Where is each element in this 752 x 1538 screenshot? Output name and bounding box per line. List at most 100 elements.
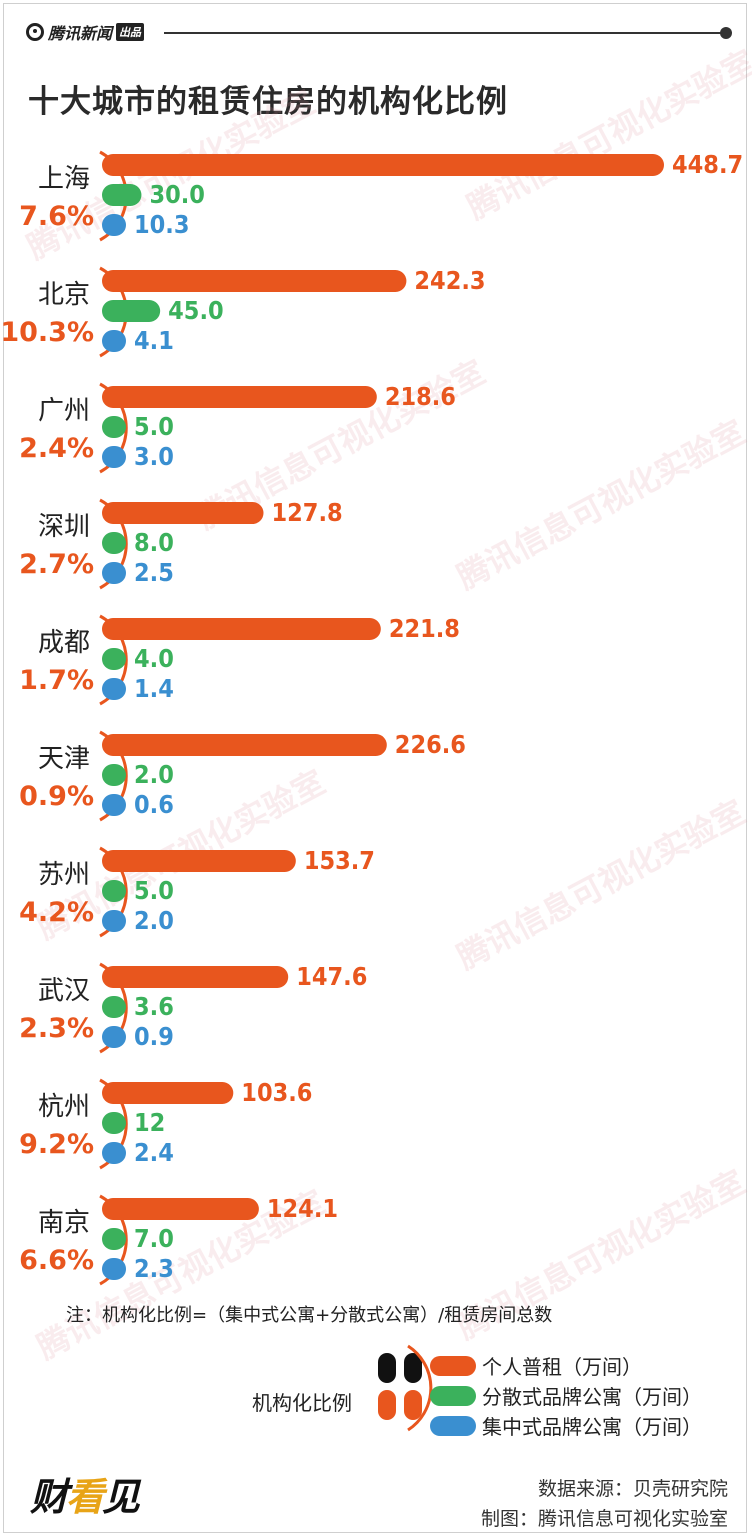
header-bar: 腾讯新闻 出品 [26, 18, 736, 46]
bar-value-label: 2.0 [134, 906, 174, 935]
bar-centralized [102, 330, 126, 352]
chart-note: 注：机构化比例=（集中式公寓+分散式公寓）/租赁房间总数 [66, 1305, 553, 1326]
chart-title: 十大城市的租赁住房的机构化比例 [28, 84, 508, 120]
brand-icon [26, 23, 44, 41]
legend-pill-orange [404, 1390, 422, 1420]
bar-value-label: 147.6 [296, 962, 367, 991]
bar-value-label: 4.1 [134, 326, 174, 355]
bar-centralized [102, 562, 126, 584]
bar-value-label: 2.0 [134, 760, 174, 789]
bar-value-label: 10.3 [134, 210, 190, 239]
bar-individual [102, 154, 664, 176]
bar-scattered [102, 184, 142, 206]
city-label: 深圳 [38, 512, 90, 542]
bar-value-label: 2.3 [134, 1254, 174, 1283]
bar-scattered [102, 764, 126, 786]
bar-individual [102, 270, 407, 292]
city-label: 武汉 [38, 976, 90, 1006]
bar-centralized [102, 446, 126, 468]
legend-swatch [430, 1416, 476, 1436]
ratio-label: 0.9% [19, 781, 94, 812]
city-label: 成都 [38, 628, 90, 658]
bar-value-label: 7.0 [134, 1224, 174, 1253]
bar-individual [102, 502, 264, 524]
ratio-label: 6.6% [19, 1245, 94, 1276]
ratio-label: 1.7% [19, 665, 94, 696]
bar-value-label: 103.6 [241, 1078, 312, 1107]
bar-value-label: 5.0 [134, 876, 174, 905]
ratio-label: 7.6% [19, 201, 94, 232]
chart-frame [3, 3, 747, 1533]
bar-value-label: 448.7 [672, 150, 743, 179]
bar-value-label: 1.4 [134, 674, 174, 703]
footer-logo: 财看见 [30, 1466, 140, 1521]
city-label: 杭州 [38, 1092, 90, 1122]
bar-value-label: 2.4 [134, 1138, 174, 1167]
footer-logo-part: 看 [66, 1475, 104, 1519]
bar-individual [102, 1198, 259, 1220]
header-dot [720, 27, 732, 39]
bar-value-label: 124.1 [267, 1194, 338, 1223]
bar-value-label: 3.0 [134, 442, 174, 471]
bar-centralized [102, 1258, 126, 1280]
ratio-label: 2.7% [19, 549, 94, 580]
city-label: 苏州 [38, 860, 90, 890]
brand-logo: 腾讯新闻 出品 [26, 20, 145, 44]
bar-value-label: 218.6 [385, 382, 456, 411]
bar-scattered [102, 880, 126, 902]
city-label: 广州 [38, 396, 90, 426]
legend-pill-dark [404, 1353, 422, 1383]
bar-individual [102, 1082, 234, 1104]
city-label: 南京 [38, 1208, 90, 1238]
brand-tag: 出品 [116, 23, 145, 41]
legend-label: 集中式品牌公寓（万间） [482, 1415, 702, 1439]
legend-pill-dark [378, 1353, 396, 1383]
bar-centralized [102, 910, 126, 932]
bar-centralized [102, 678, 126, 700]
chart-credit: 制图：腾讯信息可视化实验室 [480, 1508, 728, 1530]
bar-value-label: 2.5 [134, 558, 174, 587]
bar-scattered [102, 1228, 126, 1250]
bar-scattered [102, 1112, 126, 1134]
bar-value-label: 226.6 [395, 730, 466, 759]
bar-value-label: 8.0 [134, 528, 174, 557]
bar-centralized [102, 1026, 126, 1048]
bar-value-label: 0.9 [134, 1022, 174, 1051]
bar-scattered [102, 532, 126, 554]
city-label: 北京 [38, 280, 90, 310]
bar-scattered [102, 648, 126, 670]
ratio-label: 10.3% [0, 317, 94, 348]
bar-scattered [102, 996, 126, 1018]
bar-individual [102, 850, 296, 872]
header-rule [164, 32, 724, 34]
legend-swatch [430, 1386, 476, 1406]
brand-name: 腾讯新闻 [48, 24, 113, 43]
legend: 机构化比例 个人普租（万间） 分散式品牌公寓（万间） 集中式品牌公寓（万间） [252, 1344, 702, 1439]
source-block: 数据来源：贝壳研究院 制图：腾讯信息可视化实验室 [481, 1474, 728, 1534]
city-label: 上海 [38, 164, 90, 194]
bar-individual [102, 386, 377, 408]
legend-pill-orange [378, 1390, 396, 1420]
bar-individual [102, 966, 289, 988]
bar-value-label: 45.0 [168, 296, 224, 325]
bar-individual [102, 734, 387, 756]
footer-logo-part: 见 [102, 1475, 140, 1519]
legend-label: 个人普租（万间） [482, 1355, 642, 1379]
bar-individual [102, 618, 381, 640]
ratio-label: 2.4% [19, 433, 94, 464]
legend-ratio-label: 机构化比例 [252, 1391, 352, 1415]
bar-value-label: 0.6 [134, 790, 174, 819]
bar-value-label: 30.0 [149, 180, 205, 209]
bar-centralized [102, 214, 126, 236]
data-source: 数据来源：贝壳研究院 [537, 1478, 728, 1500]
legend-ratio-arc [407, 1344, 433, 1432]
footer-logo-part: 财 [30, 1475, 68, 1519]
bar-scattered [102, 416, 126, 438]
bar-centralized [102, 794, 126, 816]
bar-value-label: 153.7 [304, 846, 375, 875]
ratio-label: 2.3% [19, 1013, 94, 1044]
legend-swatch [430, 1356, 476, 1376]
bar-value-label: 242.3 [414, 266, 485, 295]
bar-value-label: 3.6 [134, 992, 174, 1021]
